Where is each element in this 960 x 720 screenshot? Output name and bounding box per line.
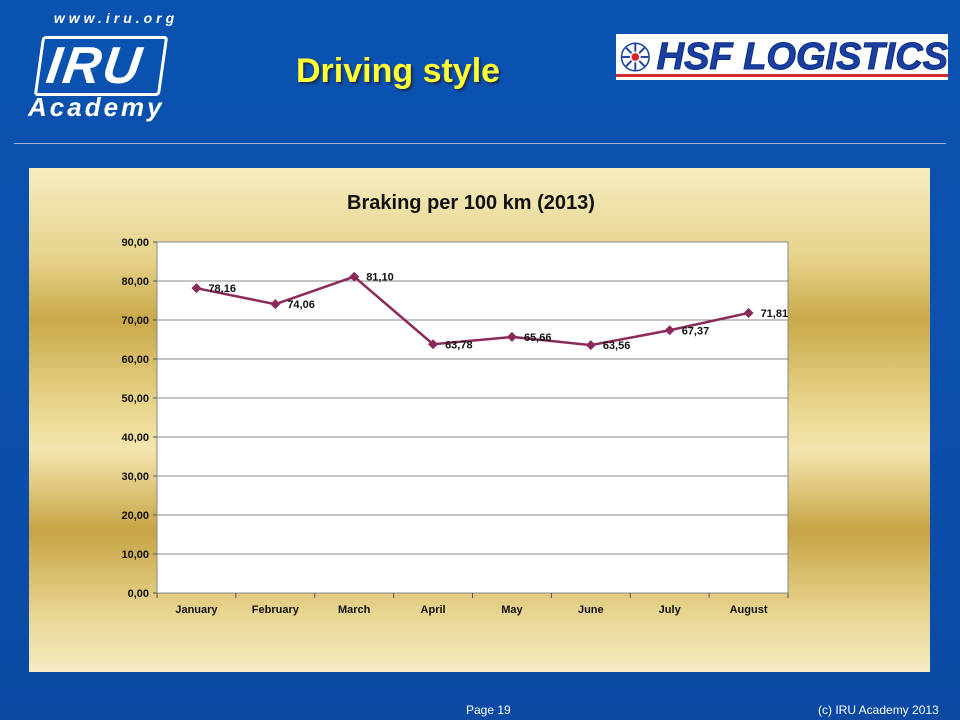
- y-tick-label: 60,00: [121, 354, 149, 366]
- data-point-marker: [585, 340, 596, 351]
- y-tick-label: 30,00: [121, 471, 149, 483]
- data-point-marker: [743, 307, 754, 318]
- hsf-logo-underline: [616, 74, 948, 77]
- data-label: 67,37: [682, 325, 710, 337]
- y-tick-label: 80,00: [121, 276, 149, 288]
- iru-url-text: www.iru.org: [53, 10, 179, 26]
- data-label: 63,78: [445, 339, 473, 351]
- x-tick-label: August: [730, 604, 768, 616]
- data-point-marker: [506, 331, 517, 342]
- x-tick-label: February: [252, 604, 300, 616]
- y-tick-label: 0,00: [128, 588, 149, 600]
- data-label: 71,81: [761, 308, 789, 320]
- iru-academy-logo: www.iru.org IRU Academy: [28, 6, 178, 124]
- iru-logo-box: IRU: [33, 36, 169, 96]
- y-tick-label: 10,00: [121, 549, 149, 561]
- copyright-text: (c) IRU Academy 2013: [818, 703, 939, 717]
- data-point-marker: [428, 339, 439, 350]
- chart-panel: Braking per 100 km (2013) 0,00 10,00 20,00…: [29, 168, 930, 672]
- data-point-marker: [664, 325, 675, 336]
- globe-icon: [620, 42, 650, 72]
- data-label: 63,56: [603, 340, 631, 352]
- data-label: 65,66: [524, 332, 552, 344]
- y-tick-label: 70,00: [121, 315, 149, 327]
- x-tick-label: July: [659, 604, 682, 616]
- slide-title: Driving style: [296, 52, 501, 90]
- x-tick-label: April: [421, 604, 446, 616]
- hsf-logo-text: HSF LOGISTICS: [656, 35, 948, 78]
- data-point-marker: [270, 299, 281, 310]
- data-label: 78,16: [208, 283, 236, 295]
- chart-title: Braking per 100 km (2013): [347, 192, 595, 214]
- data-label: 74,06: [287, 299, 315, 311]
- x-tick-label: March: [338, 604, 371, 616]
- x-tick-label: January: [175, 604, 218, 616]
- iru-logo-text: IRU: [42, 37, 147, 95]
- x-tick-label: May: [501, 604, 523, 616]
- y-tick-label: 50,00: [121, 393, 149, 405]
- hsf-logistics-logo: HSF LOGISTICS: [616, 34, 949, 80]
- plot-area: [156, 241, 789, 594]
- data-point-marker: [191, 283, 202, 294]
- iru-academy-text: Academy: [28, 92, 165, 122]
- braking-line-chart: Braking per 100 km (2013) 0,00 10,00 20,00…: [121, 192, 789, 616]
- header-divider: [14, 143, 946, 144]
- page-number: Page 19: [466, 703, 511, 717]
- data-label: 81,10: [366, 272, 394, 284]
- x-tick-label: June: [578, 604, 604, 616]
- series-line: [196, 275, 749, 347]
- y-tick-label: 90,00: [121, 237, 149, 249]
- y-tick-label: 40,00: [121, 432, 149, 444]
- data-point-marker: [349, 271, 360, 282]
- y-tick-label: 20,00: [121, 510, 149, 522]
